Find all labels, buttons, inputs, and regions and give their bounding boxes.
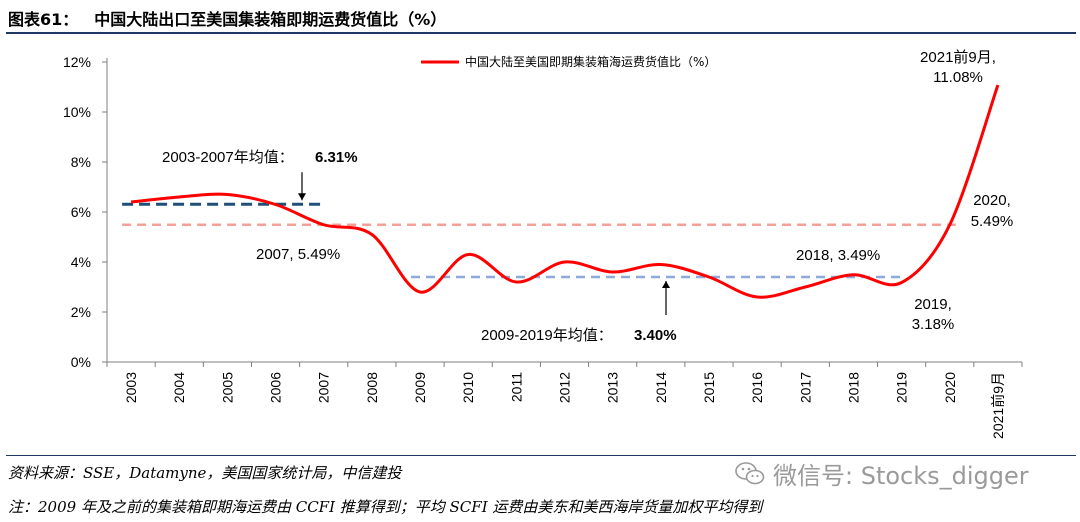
x-tick-label: 2003 — [123, 372, 139, 403]
x-axis: 2003 2004 2005 2006 2007 2008 2009 2010 2011 2012… — [106, 361, 1023, 439]
y-tick-label: 6% — [71, 204, 91, 220]
y-tick-label: 4% — [71, 254, 91, 270]
x-tick-label: 2017 — [797, 372, 813, 403]
y-tick-label: 12% — [63, 54, 91, 70]
x-tick-label: 2019 — [894, 372, 910, 403]
footer-rule — [6, 455, 1076, 456]
x-tick-label: 2005 — [219, 372, 235, 403]
x-tick-label: 2012 — [557, 372, 573, 403]
series-line — [130, 84, 1000, 299]
arrowhead-icon — [298, 193, 306, 201]
x-tick-label: 2016 — [749, 372, 765, 403]
ref-label-2003-2007: 2003-2007年均值： — [162, 149, 294, 166]
chart: 0%2%4%6%8%10%12% 2003 2004 2005 2006 2007 200… — [63, 49, 1023, 439]
x-tick-label: 2020 — [942, 372, 958, 403]
x-tick-label: 2006 — [268, 372, 284, 403]
data-label: 2020, — [973, 192, 1011, 209]
ref-value-2003-2007: 6.31% — [315, 149, 358, 166]
x-tick-label: 2014 — [653, 372, 669, 403]
y-tick-label: 0% — [71, 354, 91, 370]
x-tick-label: 2013 — [605, 372, 621, 403]
x-tick-label: 2008 — [364, 372, 380, 403]
reference-lines — [122, 202, 956, 279]
x-tick-label: 2015 — [701, 372, 717, 403]
source-note: 资料来源：SSE，Datamyne，美国国家统计局，中信建投 — [8, 464, 402, 482]
x-tick-label: 2011 — [508, 372, 524, 402]
title-rule — [6, 32, 1076, 34]
legend-label: 中国大陆至美国即期集装箱海运费货值比（%） — [465, 54, 716, 69]
data-label: 2018, 3.49% — [796, 247, 880, 264]
data-label: 2007, 5.49% — [256, 246, 340, 263]
data-label: 2021前9月, — [920, 49, 996, 66]
watermark: 微信号: Stocks_digger — [735, 456, 1029, 493]
x-tick-label: 2018 — [845, 372, 861, 403]
x-tick-label: 2021前9月 — [990, 372, 1006, 439]
ref-label-2009-2019: 2009-2019年均值： — [481, 327, 613, 344]
data-label: 5.49% — [971, 213, 1014, 230]
data-label: 3.18% — [912, 316, 955, 333]
y-tick-label: 8% — [71, 154, 91, 170]
y-tick-label: 2% — [71, 304, 91, 320]
x-tick-label: 2004 — [171, 372, 187, 403]
data-label: 11.08% — [933, 69, 983, 86]
x-tick-label: 2010 — [460, 372, 476, 403]
x-tick-label: 2007 — [316, 372, 332, 403]
y-tick-label: 10% — [63, 104, 91, 120]
footnote: 注：2009 年及之前的集装箱即期海运费由 CCFI 推算得到；平均 SCFI … — [8, 498, 763, 516]
figure-number: 图表61： — [8, 10, 79, 29]
data-label: 2019, — [914, 296, 952, 313]
series-layer — [130, 84, 1000, 299]
figure-title: 图表61： 中国大陆出口至美国集装箱即期运费货值比（%） — [8, 6, 446, 30]
y-axis: 0% 2% 4% 6% 8% 10% 12% — [63, 54, 108, 370]
annotations: 2003-2007年均值： 6.31% 2009-2019年均值： 3.40% 2007… — [162, 49, 1013, 344]
x-tick-label: 2009 — [412, 372, 428, 403]
legend: 中国大陆至美国即期集装箱海运费货值比（%） — [421, 54, 716, 69]
wechat-icon — [735, 461, 765, 493]
arrowhead-icon — [662, 281, 670, 288]
ref-value-2009-2019: 3.40% — [634, 327, 677, 344]
watermark-text: 微信号: Stocks_digger — [773, 462, 1029, 490]
figure-title-text: 中国大陆出口至美国集装箱即期运费货值比（%） — [94, 10, 447, 29]
